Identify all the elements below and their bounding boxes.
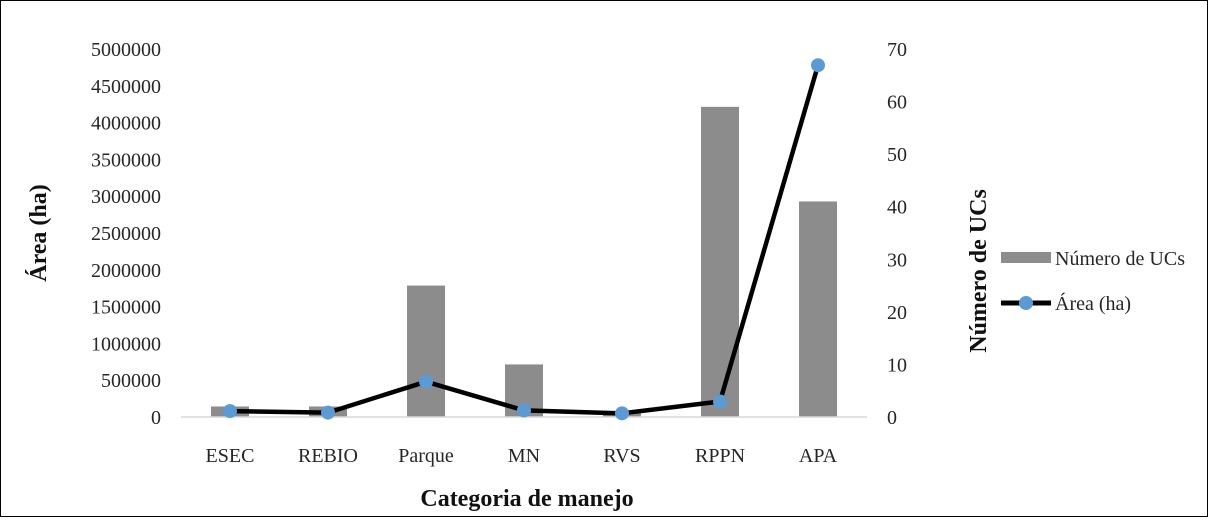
right-tick-label: 70	[887, 39, 907, 61]
right-axis-title: Número de UCs	[966, 189, 992, 353]
right-axis-ticks: 0 10 20 30 40 50 60 70	[887, 39, 907, 429]
left-tick-label: 1000000	[91, 333, 161, 355]
x-tick-label: RVS	[603, 445, 640, 467]
x-axis-title: Categoria de manejo	[420, 486, 633, 512]
right-tick-label: 0	[887, 407, 897, 429]
x-tick-label: RPPN	[695, 445, 745, 467]
x-tick-label: Parque	[398, 445, 454, 467]
line-marker	[615, 406, 629, 421]
left-tick-label: 3500000	[91, 149, 161, 171]
x-axis-ticks: ESEC REBIO Parque MN RVS RPPN APA	[206, 445, 838, 467]
left-tick-label: 2500000	[91, 223, 161, 245]
left-tick-label: 2000000	[91, 260, 161, 282]
right-tick-label: 30	[887, 249, 907, 271]
line-marker	[811, 58, 825, 73]
legend-label-line: Área (ha)	[1055, 292, 1131, 315]
legend: Número de UCs Área (ha)	[1001, 248, 1185, 315]
left-axis-title: Área (ha)	[26, 184, 52, 282]
legend-swatch-bar	[1001, 252, 1051, 263]
left-tick-label: 5000000	[91, 39, 161, 61]
bar	[799, 201, 837, 417]
right-tick-label: 10	[887, 354, 907, 376]
right-tick-label: 60	[887, 92, 907, 114]
x-tick-label: ESEC	[206, 445, 255, 467]
left-tick-label: 4000000	[91, 113, 161, 135]
right-tick-label: 20	[887, 302, 907, 324]
left-tick-label: 500000	[101, 370, 161, 392]
line-marker	[517, 403, 531, 418]
left-tick-label: 4500000	[91, 76, 161, 98]
x-tick-label: MN	[508, 445, 540, 467]
right-tick-label: 40	[887, 197, 907, 219]
left-tick-label: 0	[151, 407, 161, 429]
legend-swatch-marker	[1019, 296, 1033, 310]
legend-label-bar: Número de UCs	[1055, 248, 1185, 270]
x-tick-label: REBIO	[298, 445, 358, 467]
x-tick-label: APA	[799, 445, 838, 467]
line-marker	[321, 405, 335, 420]
line-marker	[419, 374, 433, 389]
line-marker	[713, 394, 727, 409]
line-marker	[223, 404, 237, 419]
left-tick-label: 1500000	[91, 297, 161, 319]
right-tick-label: 50	[887, 144, 907, 166]
left-axis-ticks: 0 500000 1000000 1500000 2000000 2500000 30000…	[91, 39, 161, 429]
line-series	[223, 58, 825, 421]
bar-series	[211, 106, 837, 417]
left-tick-label: 3000000	[91, 186, 161, 208]
bar	[701, 106, 739, 417]
bar	[407, 285, 445, 417]
